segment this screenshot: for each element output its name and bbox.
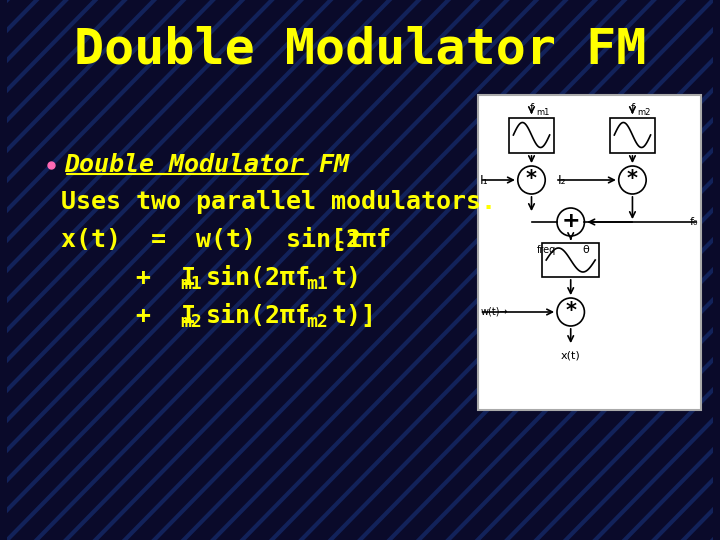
Text: Double Modulator FM: Double Modulator FM [74, 26, 646, 74]
Text: t)]: t)] [332, 304, 377, 328]
Text: *: * [526, 169, 537, 189]
Text: I₂: I₂ [558, 173, 567, 186]
Text: x(t): x(t) [561, 350, 580, 360]
FancyBboxPatch shape [510, 118, 554, 152]
Text: m1: m1 [181, 275, 202, 293]
Text: sin(2πf: sin(2πf [206, 266, 311, 290]
Text: t): t) [332, 266, 361, 290]
Text: m1: m1 [536, 108, 550, 117]
Text: f₀: f₀ [690, 217, 698, 227]
Text: +  I: + I [61, 304, 196, 328]
Text: *: * [627, 169, 638, 189]
FancyBboxPatch shape [477, 95, 701, 410]
Text: *: * [565, 301, 576, 321]
Text: θ: θ [582, 245, 589, 255]
Text: m1: m1 [306, 275, 328, 293]
FancyBboxPatch shape [611, 118, 654, 152]
Text: Double Modulator FM: Double Modulator FM [64, 153, 349, 177]
FancyBboxPatch shape [542, 243, 599, 277]
Text: m2: m2 [306, 313, 328, 331]
Text: Uses two parallel modulators.: Uses two parallel modulators. [61, 190, 496, 214]
Text: sin(2πf: sin(2πf [206, 304, 311, 328]
Text: x(t)  =  w(t)  sin[2πf: x(t) = w(t) sin[2πf [61, 228, 391, 252]
Text: I₁: I₁ [480, 173, 488, 186]
Text: m2: m2 [637, 108, 651, 117]
Text: f: f [529, 103, 534, 113]
Text: f: f [631, 103, 634, 113]
Text: c: c [333, 237, 344, 255]
Text: freq: freq [536, 245, 556, 255]
Text: w(t)→: w(t)→ [480, 307, 508, 317]
Text: +: + [562, 211, 580, 231]
Text: m2: m2 [181, 313, 202, 331]
Text: t: t [347, 228, 362, 252]
Text: +  I: + I [61, 266, 196, 290]
